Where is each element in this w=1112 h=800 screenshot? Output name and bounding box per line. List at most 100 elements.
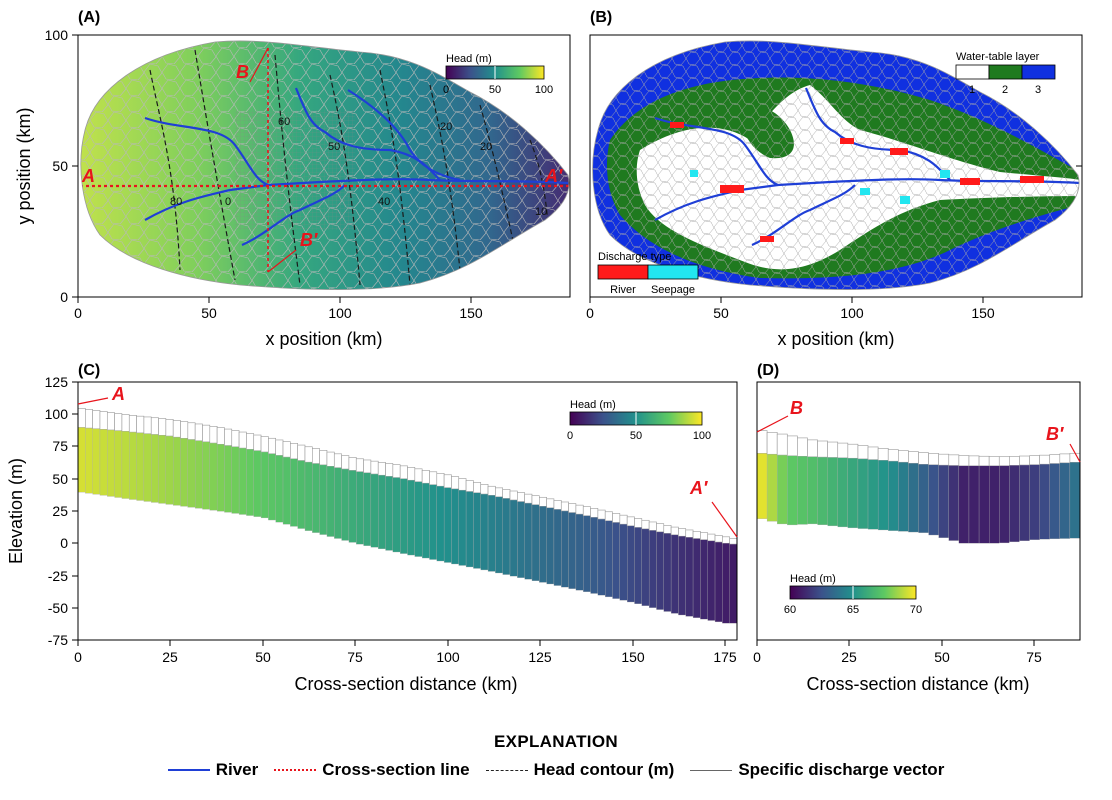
svg-text:100: 100 [535, 84, 553, 96]
unsaturated-cell [106, 412, 115, 431]
unsaturated-cell [290, 443, 298, 460]
unsaturated-cell [597, 509, 606, 520]
unsaturated-cell [827, 441, 839, 458]
svg-text:50: 50 [328, 141, 340, 153]
cross-section-column [173, 437, 181, 506]
panel-a-label: (A) [78, 9, 100, 26]
panel-c-label: (C) [78, 362, 100, 379]
cross-section-column [465, 491, 474, 568]
cross-section-column [1069, 462, 1081, 539]
cross-section-column [246, 449, 254, 516]
cross-section-column [378, 475, 386, 550]
cross-section-column [341, 468, 350, 541]
legend-cross-section: Cross-section line [274, 760, 470, 780]
cross-section-column [238, 447, 247, 515]
cross-section-column [867, 459, 879, 530]
cross-section-column [714, 541, 723, 623]
svg-text:175: 175 [713, 649, 737, 665]
river-cells [670, 122, 1044, 242]
cross-section-column [756, 453, 768, 519]
svg-text:125: 125 [528, 649, 552, 665]
unsaturated-cell [786, 435, 798, 457]
unsaturated-cell [619, 514, 628, 525]
unsaturated-cell [333, 453, 342, 468]
unsaturated-cell [341, 455, 350, 470]
cross-section-column [385, 476, 394, 551]
unsaturated-cell [968, 455, 980, 467]
cross-section-column [938, 465, 949, 538]
unsaturated-cell [670, 526, 679, 536]
cross-section-column [898, 462, 909, 532]
unsaturated-cell [729, 538, 738, 545]
unsaturated-cell [560, 501, 569, 512]
cross-section-column [224, 445, 232, 513]
cross-section-column [392, 477, 401, 553]
unsaturated-cell [1059, 453, 1071, 464]
river-line-icon [167, 769, 210, 771]
panel-a-xlabel: x position (km) [265, 329, 382, 349]
cross-section-column [92, 428, 101, 495]
cross-section-column [99, 429, 108, 496]
cross-section-column [143, 433, 152, 502]
cross-section-column [827, 457, 838, 527]
cross-section-column [627, 525, 635, 603]
svg-text:40: 40 [378, 196, 390, 208]
cross-section-column [195, 440, 203, 509]
panel-b: (B) [586, 9, 1083, 349]
unsaturated-cell [685, 529, 694, 538]
unsaturated-cell [1049, 454, 1061, 464]
unsaturated-cell [421, 470, 430, 484]
unsaturated-cell [604, 511, 613, 522]
svg-text:-75: -75 [48, 632, 68, 648]
unsaturated-cell [538, 496, 547, 507]
unsaturated-cell [553, 500, 562, 510]
svg-text:0: 0 [567, 430, 573, 442]
cross-section-column [968, 465, 980, 544]
unsaturated-cell [348, 457, 357, 471]
unsaturated-cell [1029, 455, 1040, 466]
cross-section-column [656, 531, 664, 610]
marker-d-start: B [790, 398, 803, 418]
cross-section-column [978, 465, 990, 544]
svg-text:100: 100 [840, 305, 864, 321]
cross-section-column [129, 431, 137, 500]
svg-text:50: 50 [201, 305, 217, 321]
unsaturated-cell [797, 437, 808, 457]
cross-section-column [414, 481, 423, 557]
svg-text:3: 3 [1035, 84, 1041, 96]
svg-text:150: 150 [459, 305, 483, 321]
unsaturated-cell [224, 428, 233, 446]
cross-section-column [363, 472, 372, 546]
panel-c-yticks: 125 100 75 50 25 0 -25 -50 -75 [45, 374, 69, 648]
cross-section-column [663, 533, 672, 612]
cross-section-column [539, 506, 547, 583]
unsaturated-cell [978, 455, 990, 467]
cross-section-column [597, 518, 606, 596]
unsaturated-cell [568, 503, 577, 513]
svg-text:100: 100 [45, 27, 69, 43]
unsaturated-cell [877, 448, 889, 461]
contour-line-icon [485, 769, 528, 771]
cross-section-column [260, 451, 269, 519]
cross-section-column [707, 540, 716, 621]
cross-section-column [85, 427, 93, 494]
cross-section-column [480, 493, 489, 571]
legend-river: River [167, 760, 258, 780]
unsaturated-cell [509, 490, 518, 501]
unsaturated-cell [77, 408, 86, 428]
unsaturated-cell [938, 453, 950, 466]
unsaturated-cell [114, 413, 123, 431]
unsaturated-cell [867, 446, 879, 460]
svg-text:0: 0 [60, 535, 68, 551]
cross-section-column [553, 509, 562, 586]
cross-section-column [458, 490, 467, 566]
cross-section-column [797, 456, 808, 525]
unsaturated-cell [776, 433, 788, 456]
cross-section-column [722, 543, 730, 624]
cross-section-column [908, 463, 919, 533]
unsaturated-cell [150, 417, 159, 435]
cross-section-column [202, 441, 210, 510]
unsaturated-cell [948, 454, 960, 466]
unsaturated-cell [707, 533, 716, 542]
cross-section-column [777, 454, 788, 525]
